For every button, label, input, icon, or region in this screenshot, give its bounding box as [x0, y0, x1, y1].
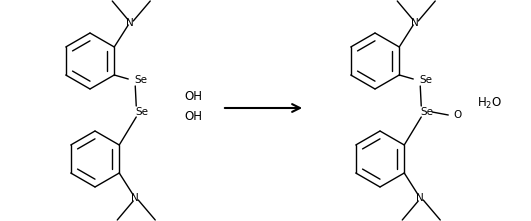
Text: O: O — [453, 110, 461, 120]
Text: N: N — [126, 18, 134, 28]
Text: N: N — [416, 193, 424, 203]
Text: N: N — [412, 18, 419, 28]
Text: N: N — [131, 193, 139, 203]
Text: Se: Se — [134, 75, 147, 85]
Text: OH: OH — [184, 90, 202, 103]
Text: OH: OH — [184, 109, 202, 122]
Text: Se: Se — [419, 75, 432, 85]
Text: Se: Se — [135, 107, 148, 117]
Text: H$_2$O: H$_2$O — [477, 95, 502, 110]
Text: Se: Se — [420, 107, 433, 117]
